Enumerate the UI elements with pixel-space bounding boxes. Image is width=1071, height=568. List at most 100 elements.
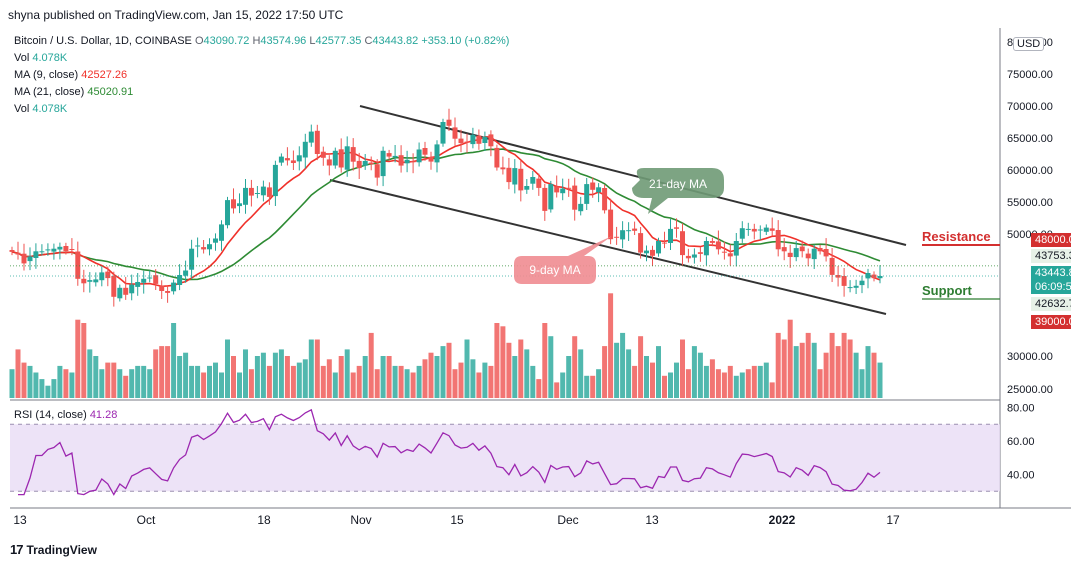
rsi-value: 41.28: [89, 409, 118, 421]
volume-bar: [524, 349, 530, 398]
candle-body: [410, 161, 416, 163]
candle-body: [709, 241, 715, 243]
ma21-callout-text: 21-day MA: [649, 177, 707, 191]
support-price-tag: 39000.00: [1031, 315, 1071, 329]
candle: [715, 230, 721, 255]
candle: [596, 183, 602, 203]
candle: [314, 124, 320, 161]
volume-bar: [685, 369, 691, 398]
volume-bar: [314, 339, 320, 398]
volume-bar: [368, 332, 374, 398]
candle-body: [829, 257, 835, 275]
candle-body: [518, 168, 524, 191]
volume-bar: [380, 356, 386, 398]
candle: [811, 244, 817, 269]
candle: [45, 243, 51, 256]
volume-bar: [709, 359, 715, 398]
candle: [171, 279, 177, 295]
volume-bar: [674, 362, 679, 398]
candle-body: [775, 230, 781, 250]
candle: [650, 245, 655, 266]
ma9-callout-text: 9-day MA: [529, 263, 580, 277]
volume-bar: [266, 365, 272, 398]
candle-body: [787, 252, 793, 257]
volume-bar: [494, 323, 500, 398]
candle-body: [458, 138, 464, 144]
price-tick-label: 55000.00: [1007, 197, 1053, 209]
candle-body: [548, 184, 554, 210]
volume-bar: [536, 379, 542, 398]
candle: [703, 236, 709, 266]
candle-body: [602, 188, 608, 211]
volume-bar: [356, 365, 362, 398]
candle-body: [751, 228, 757, 232]
volume-bar: [632, 365, 638, 398]
legend-ma21-value: 45020.91: [87, 86, 134, 98]
candle-body: [141, 278, 147, 283]
candle: [823, 238, 829, 262]
candle-body: [500, 167, 506, 170]
footer-brand[interactable]: 17 TradingView: [10, 542, 97, 557]
candle: [799, 240, 805, 258]
volume-bar: [362, 356, 368, 398]
time-tick-label: 18: [257, 513, 271, 527]
candle: [225, 196, 230, 229]
candle: [302, 133, 308, 169]
candle-body: [488, 134, 494, 147]
volume-bar: [141, 365, 147, 398]
volume-bar: [207, 365, 212, 398]
volume-bar: [416, 365, 422, 398]
last-price-tag: 43443.82: [1031, 266, 1071, 280]
candle-body: [254, 193, 260, 194]
candle: [662, 231, 667, 249]
time-tick-label: Dec: [557, 513, 578, 527]
candle-body: [69, 249, 75, 250]
legend-vol2-value: 4.078K: [32, 103, 68, 115]
candle: [847, 280, 853, 293]
price-tick-label: 25000.00: [1007, 384, 1053, 396]
candle-body: [219, 224, 224, 241]
candle: [644, 245, 649, 262]
rsi-line: [18, 408, 881, 496]
candle-body: [656, 241, 661, 254]
candle-body: [524, 186, 530, 190]
ma9-line: [11, 135, 881, 288]
volume-bar: [165, 346, 171, 398]
candle-body: [87, 280, 93, 282]
volume-bar: [326, 359, 332, 398]
candle-body: [578, 203, 584, 212]
candle-body: [859, 280, 865, 286]
volume-bar: [823, 352, 829, 398]
candle: [75, 241, 81, 286]
candle: [243, 179, 248, 214]
volume-bar: [626, 349, 632, 398]
candle: [189, 239, 195, 279]
candle: [680, 223, 685, 266]
candle-body: [75, 251, 81, 279]
candle: [21, 243, 27, 271]
candle-body: [877, 276, 883, 279]
candle-body: [739, 228, 745, 239]
candle: [219, 220, 224, 251]
candle: [153, 269, 159, 290]
volume-bar: [871, 352, 877, 398]
candle: [57, 242, 63, 260]
candle: [632, 221, 638, 235]
candle: [326, 155, 332, 176]
candle: [691, 248, 697, 264]
candle: [308, 124, 314, 147]
volume-bar: [775, 332, 781, 398]
candle: [769, 217, 775, 236]
candle: [548, 180, 554, 213]
candle-body: [39, 251, 45, 253]
volume-bar: [763, 362, 769, 398]
candle-body: [464, 141, 470, 143]
candle-body: [727, 253, 733, 257]
candle: [506, 157, 512, 190]
candle-body: [572, 185, 578, 210]
volume-bar: [63, 369, 69, 398]
candle: [566, 178, 572, 197]
currency-button[interactable]: USD: [1013, 37, 1045, 51]
ma9-line-group: [11, 135, 881, 288]
